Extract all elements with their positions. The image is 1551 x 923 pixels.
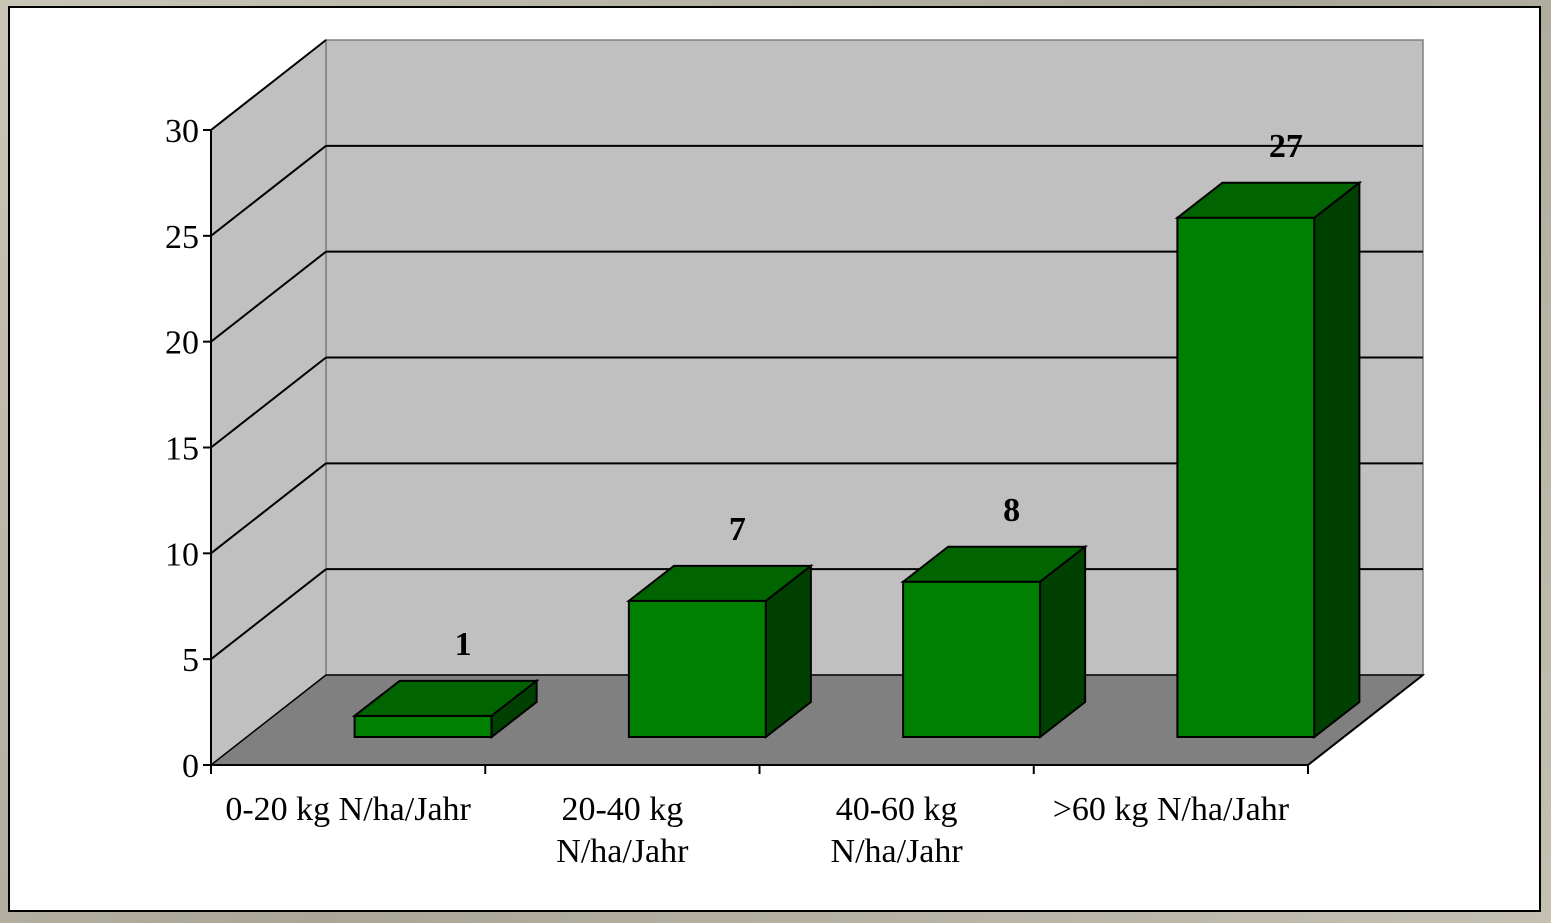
data-label: 7: [729, 511, 746, 548]
y-tick-label: 10: [165, 536, 199, 573]
bar-front: [902, 580, 1042, 738]
x-category-label: 0-20 kg N/ha/Jahr: [225, 791, 471, 828]
side-gridline: [210, 568, 327, 660]
x-category-label-line: 40-60 kg: [836, 791, 958, 828]
x-category-label-line: N/ha/Jahr: [556, 833, 689, 870]
x-category-label-line: >60 kg N/ha/Jahr: [1053, 791, 1290, 828]
x-category-label: 20-40 kg N/ha/Jahr: [556, 791, 689, 870]
y-tick-label: 25: [165, 219, 199, 256]
axes: [203, 129, 1424, 774]
chart-panel: 1 7 8 27 0 5 10 15 20 25 30 0-20 kg N/ha/Jahr 20-40 …: [8, 6, 1541, 912]
side-gridline: [210, 462, 327, 555]
side-gridline: [210, 39, 327, 131]
y-tick-label: 0: [182, 748, 199, 785]
y-tick-label: 30: [165, 113, 199, 150]
data-label: 8: [1003, 492, 1020, 529]
bar-front: [1176, 216, 1316, 738]
y-tick-label: 15: [165, 431, 199, 468]
side-gridline: [210, 145, 327, 237]
side-gridline: [210, 250, 327, 343]
x-category-label-line: 20-40 kg: [561, 791, 683, 828]
bar-side: [1313, 180, 1361, 740]
bar-front: [353, 714, 493, 738]
bar-front: [627, 599, 767, 738]
side-gridline: [210, 356, 327, 449]
x-category-label-line: N/ha/Jahr: [831, 833, 964, 870]
y-tick-label: 20: [165, 325, 199, 362]
floor-edge: [1307, 674, 1424, 766]
data-label: 1: [455, 626, 472, 663]
bar-side: [764, 563, 812, 740]
y-tick-label: 5: [182, 642, 199, 679]
bar-chart: 1 7 8 27 0 5 10 15 20 25 30 0-20 kg N/ha/Jahr 20-40 …: [165, 38, 1426, 870]
x-category-label-line: 0-20 kg N/ha/Jahr: [225, 791, 471, 828]
bar-side: [490, 678, 538, 740]
x-category-label: 40-60 kg N/ha/Jahr: [831, 791, 964, 870]
data-label: 27: [1269, 128, 1303, 165]
x-category-label: >60 kg N/ha/Jahr: [1053, 791, 1290, 828]
bar-side: [1039, 544, 1087, 740]
labels: 1 7 8 27 0 5 10 15 20 25 30 0-20 kg N/ha/Jahr 20-40 …: [165, 113, 1303, 870]
bars: [351, 180, 1363, 740]
